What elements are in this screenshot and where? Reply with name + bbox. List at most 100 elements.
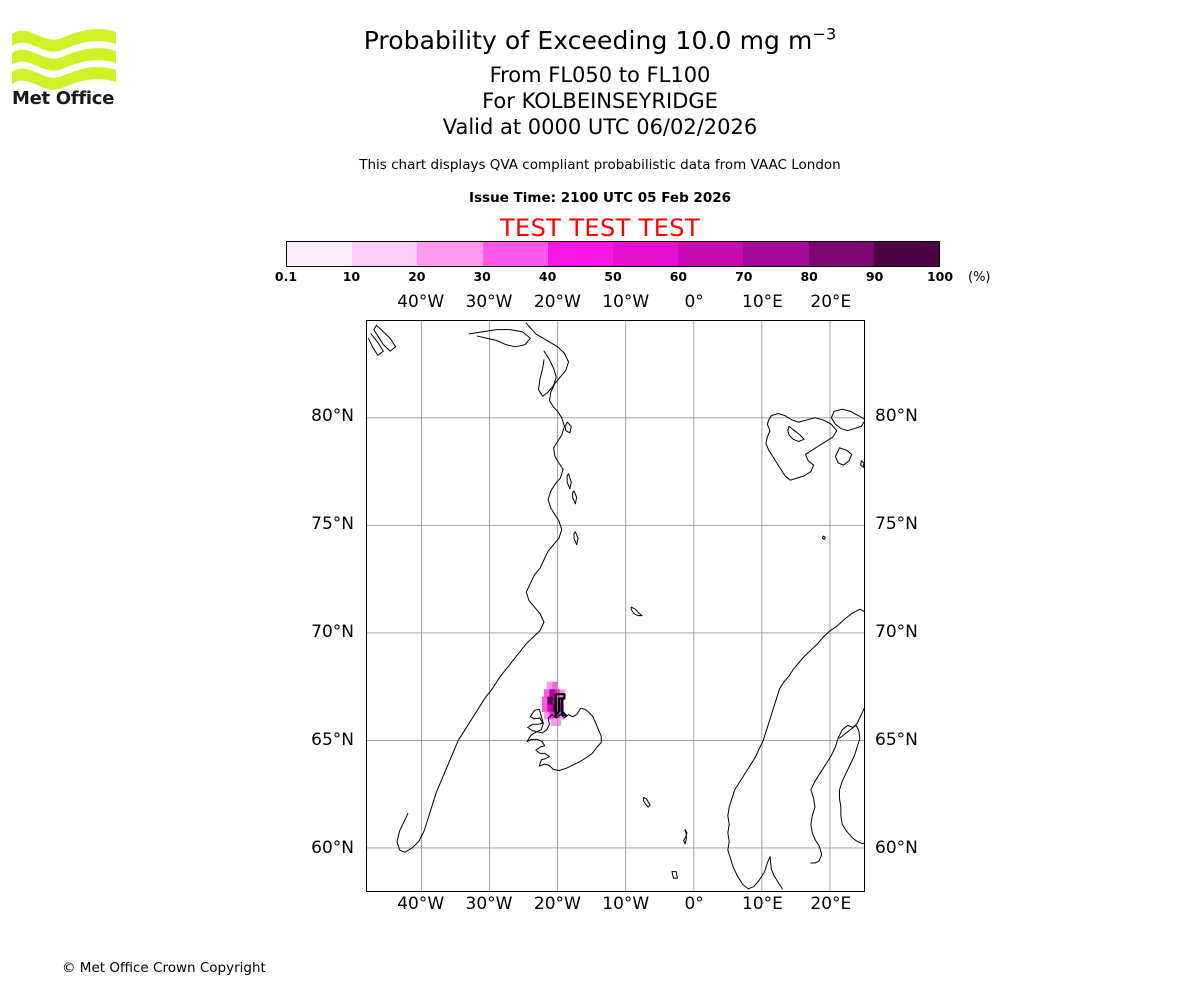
ash-cell-11 (547, 704, 553, 713)
longitude-label-bottom-30°W: 30°W (465, 894, 513, 914)
ash-cell-10 (541, 704, 548, 713)
logo-wave-3 (12, 67, 116, 90)
coastline-segment-10 (526, 707, 602, 772)
logo-wave-1 (12, 29, 116, 52)
longitude-label-top-10°W: 10°W (602, 292, 650, 312)
volcano-name-subtitle: For KOLBEINSEYRIDGE (482, 89, 718, 113)
latitude-label-left-75°N: 75°N (311, 514, 354, 535)
ash-cell-14 (543, 711, 550, 720)
latitude-label-left-60°N: 60°N (311, 837, 354, 858)
coastline-segment-8 (573, 531, 579, 546)
longitude-label-top-20°E: 20°E (810, 292, 852, 312)
coastline-segment-18 (821, 535, 826, 540)
colorbar-band-4 (547, 242, 614, 266)
page-title-text: Probability of Exceeding 10.0 mg m (363, 26, 813, 55)
colorbar-tick-50: 50 (604, 269, 622, 284)
longitude-label-top-30°W: 30°W (465, 292, 513, 312)
ash-cell-2 (543, 689, 550, 697)
qva-compliance-note: This chart displays QVA compliant probab… (359, 157, 841, 173)
colorbar-tick-90: 90 (865, 269, 884, 284)
coastline-segment-6 (566, 473, 572, 490)
colorbar-band-5 (613, 242, 679, 266)
ash-cell-6 (541, 696, 548, 705)
coastline-segment-13 (765, 412, 838, 481)
coastline-segment-23 (671, 871, 678, 879)
map-plot-area (366, 320, 865, 892)
longitude-label-bottom-20°E: 20°E (810, 894, 852, 914)
colorbar-band-6 (678, 242, 744, 266)
ash-cell-3 (549, 689, 555, 697)
met-office-wave-icon (12, 29, 116, 90)
colorbar-tick-80: 80 (800, 269, 818, 284)
coastlines (367, 322, 864, 890)
longitude-label-bottom-20°W: 20°W (533, 894, 581, 914)
colorbar-tick-100: 100 (926, 269, 954, 284)
coastline-segment-11 (642, 796, 651, 808)
coastline-segment-14 (787, 425, 805, 442)
coastline-segment-19 (727, 608, 861, 890)
ash-cell-7 (547, 696, 553, 705)
colorbar-band-1 (352, 242, 418, 266)
colorbar-tick-60: 60 (669, 269, 688, 284)
latitude-label-right-70°N: 70°N (875, 621, 918, 642)
colorbar-tick-20: 20 (408, 269, 426, 284)
ash-cell-18 (550, 718, 557, 727)
colorbar-tick-0.1: 0.1 (274, 269, 298, 284)
latitude-label-right-80°N: 80°N (875, 406, 918, 427)
coastline-segment-15 (830, 408, 864, 432)
longitude-label-bottom-10°E: 10°E (742, 894, 783, 914)
map-gridlines (367, 321, 864, 891)
colorbar-band-7 (743, 242, 809, 266)
latitude-label-right-60°N: 60°N (875, 837, 918, 858)
test-banner: TEST TEST TEST (499, 214, 700, 242)
longitude-label-bottom-0°: 0° (684, 894, 704, 914)
coastline-segment-24 (860, 460, 864, 468)
colorbar-band-2 (417, 242, 483, 266)
ash-cell-19 (555, 718, 562, 727)
logo-wave-2 (12, 48, 116, 71)
coastline-segment-4 (367, 333, 384, 356)
colorbar-unit-label: (%) (968, 270, 991, 285)
longitude-label-top-20°W: 20°W (533, 292, 581, 312)
coastline-segment-3 (373, 324, 397, 352)
coastline-segment-2 (468, 329, 531, 348)
colorbar-tick-10: 10 (342, 269, 361, 284)
colorbar-tick-40: 40 (538, 269, 557, 284)
colorbar-band-0 (287, 242, 353, 266)
page-title: Probability of Exceeding 10.0 mg m−3 (0, 26, 1200, 55)
coastline-segment-16 (834, 447, 853, 466)
latitude-label-left-65°N: 65°N (311, 729, 354, 750)
coastline-segment-5 (564, 421, 572, 434)
issue-time-label: Issue Time: 2100 UTC 05 Feb 2026 (468, 190, 732, 206)
colorbar-tick-70: 70 (735, 269, 753, 284)
copyright-notice: © Met Office Crown Copyright (62, 960, 266, 976)
latitude-label-right-75°N: 75°N (875, 514, 918, 535)
valid-time-subtitle: Valid at 0000 UTC 06/02/2026 (442, 115, 758, 139)
colorbar-band-8 (808, 242, 874, 266)
coastline-segment-1 (538, 350, 557, 397)
coastline-segment-9 (630, 606, 643, 617)
colorbar-band-9 (873, 242, 940, 266)
coastline-segment-21 (838, 724, 864, 845)
latitude-label-left-80°N: 80°N (311, 406, 354, 427)
latitude-label-right-65°N: 65°N (875, 729, 918, 750)
coastline-segment-0 (396, 322, 570, 853)
colorbar-bands (286, 241, 940, 267)
kolbeinsey-ridge-outline (554, 693, 568, 717)
colorbar-tick-30: 30 (473, 269, 491, 284)
latitude-label-left-70°N: 70°N (311, 621, 354, 642)
coastline-segment-12 (683, 829, 688, 845)
probability-colorbar (286, 241, 940, 267)
map-svg (367, 321, 864, 891)
longitude-label-top-40°W: 40°W (397, 292, 445, 312)
ash-cell-15 (549, 711, 555, 720)
page-title-exponent: −3 (812, 24, 837, 44)
longitude-label-bottom-10°W: 10°W (602, 894, 650, 914)
met-office-logo (10, 20, 120, 115)
volcano-region-marker (554, 693, 568, 717)
longitude-label-bottom-40°W: 40°W (397, 894, 445, 914)
coastline-segment-7 (572, 490, 578, 505)
ash-cell-1 (552, 681, 558, 690)
ash-cell-0 (546, 681, 553, 690)
flight-level-subtitle: From FL050 to FL100 (489, 63, 711, 87)
